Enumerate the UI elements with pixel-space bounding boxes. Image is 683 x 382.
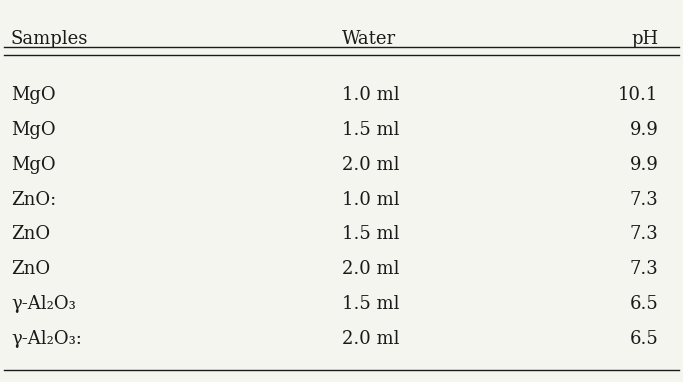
Text: MgO: MgO <box>11 86 55 104</box>
Text: ZnO:: ZnO: <box>11 191 56 209</box>
Text: γ-Al₂O₃:: γ-Al₂O₃: <box>11 330 82 348</box>
Text: 1.5 ml: 1.5 ml <box>342 121 399 139</box>
Text: 1.0 ml: 1.0 ml <box>342 191 399 209</box>
Text: 7.3: 7.3 <box>630 225 658 243</box>
Text: MgO: MgO <box>11 121 55 139</box>
Text: 9.9: 9.9 <box>630 121 658 139</box>
Text: 1.5 ml: 1.5 ml <box>342 225 399 243</box>
Text: 2.0 ml: 2.0 ml <box>342 260 399 278</box>
Text: pH: pH <box>632 30 658 49</box>
Text: 2.0 ml: 2.0 ml <box>342 330 399 348</box>
Text: 6.5: 6.5 <box>630 295 658 313</box>
Text: Water: Water <box>342 30 395 49</box>
Text: 7.3: 7.3 <box>630 260 658 278</box>
Text: Samples: Samples <box>11 30 88 49</box>
Text: 7.3: 7.3 <box>630 191 658 209</box>
Text: 9.9: 9.9 <box>630 156 658 174</box>
Text: γ-Al₂O₃: γ-Al₂O₃ <box>11 295 76 313</box>
Text: ZnO: ZnO <box>11 260 50 278</box>
Text: 6.5: 6.5 <box>630 330 658 348</box>
Text: 10.1: 10.1 <box>618 86 658 104</box>
Text: 1.0 ml: 1.0 ml <box>342 86 399 104</box>
Text: ZnO: ZnO <box>11 225 50 243</box>
Text: 2.0 ml: 2.0 ml <box>342 156 399 174</box>
Text: 1.5 ml: 1.5 ml <box>342 295 399 313</box>
Text: MgO: MgO <box>11 156 55 174</box>
